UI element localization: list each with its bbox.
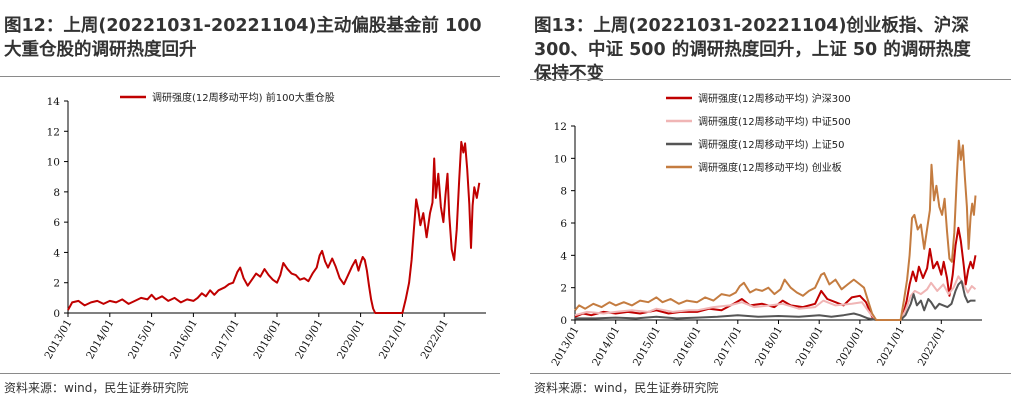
legend-label: 调研强度(12周移动平均) 上证50 xyxy=(698,138,844,151)
y-tick-label: 6 xyxy=(53,217,60,229)
x-tick-label: 2018/01 xyxy=(251,318,283,362)
x-tick-label: 2013/01 xyxy=(42,318,74,362)
x-tick-label: 2015/01 xyxy=(631,325,663,369)
y-tick-label: 10 xyxy=(554,153,567,165)
series-line-3 xyxy=(575,280,976,321)
left-chart-panel: 图12：上周(20221031-20221104)主动偏股基金前 100 大重仓… xyxy=(0,0,500,402)
top-divider xyxy=(0,76,500,77)
bottom-divider xyxy=(0,373,500,374)
x-tick-label: 2019/01 xyxy=(794,325,826,369)
legend-label: 调研强度(12周移动平均) 中证500 xyxy=(698,115,851,128)
x-tick-label: 2013/01 xyxy=(549,325,581,369)
series-line-2 xyxy=(574,275,977,321)
y-tick-label: 14 xyxy=(47,96,61,108)
x-tick-label: 2019/01 xyxy=(293,318,325,362)
y-tick-label: 12 xyxy=(47,126,60,138)
legend-label: 调研强度(12周移动平均) 创业板 xyxy=(698,161,842,174)
x-tick-label: 2015/01 xyxy=(126,318,158,362)
line-chart: 0 2 4 6 8 10 12 2013/01 2014/01 2015/01 2016/01 201… xyxy=(549,92,982,369)
x-tick-label: 2021/01 xyxy=(875,325,907,369)
x-tick-label: 2014/01 xyxy=(590,325,622,369)
x-tick-label: 2018/01 xyxy=(753,325,785,369)
x-tick-label: 2016/01 xyxy=(671,325,703,369)
y-tick-label: 12 xyxy=(554,121,567,133)
y-tick-label: 6 xyxy=(560,218,567,230)
x-tick-label: 2017/01 xyxy=(210,318,242,362)
x-tick-label: 2021/01 xyxy=(377,318,409,362)
series-line-1 xyxy=(574,226,977,321)
y-tick-label: 2 xyxy=(53,278,60,290)
right-chart-panel: 图13：上周(20221031-20221104)创业板指、沪深 300、中证 … xyxy=(530,0,1011,402)
source-note: 资料来源：wind，民生证券研究院 xyxy=(4,381,189,395)
x-tick-label: 2014/01 xyxy=(84,318,116,362)
y-tick-label: 4 xyxy=(53,247,60,259)
y-tick-label: 0 xyxy=(53,308,60,320)
chart-title: 图13：上周(20221031-20221104)创业板指、沪深 300、中证 … xyxy=(534,16,971,84)
y-tick-label: 0 xyxy=(560,315,567,327)
y-tick-label: 10 xyxy=(47,157,60,169)
y-tick-label: 8 xyxy=(560,186,567,198)
source-note: 资料来源：wind，民生证券研究院 xyxy=(534,381,719,395)
x-tick-label: 2020/01 xyxy=(335,318,367,362)
x-tick-label: 2020/01 xyxy=(834,325,866,369)
x-tick-label: 2022/01 xyxy=(916,325,948,369)
x-tick-label: 2017/01 xyxy=(712,325,744,369)
series-line-1 xyxy=(67,140,481,314)
legend-label: 调研强度(12周移动平均) 前100大重仓股 xyxy=(152,91,335,104)
top-divider xyxy=(530,79,1011,80)
bottom-divider xyxy=(530,373,1011,374)
x-tick-label: 2016/01 xyxy=(168,318,200,362)
line-chart: 0 2 4 6 8 10 12 14 2013/01 2014/01 2015/01 2016/01 2… xyxy=(42,91,486,362)
series-line-4 xyxy=(574,139,977,321)
legend-label: 调研强度(12周移动平均) 沪深300 xyxy=(698,92,851,105)
y-tick-label: 2 xyxy=(560,283,567,295)
y-tick-label: 8 xyxy=(53,187,60,199)
x-tick-label: 2022/01 xyxy=(419,318,451,362)
chart-title: 图12：上周(20221031-20221104)主动偏股基金前 100 大重仓… xyxy=(4,16,482,60)
y-tick-label: 4 xyxy=(560,250,567,262)
